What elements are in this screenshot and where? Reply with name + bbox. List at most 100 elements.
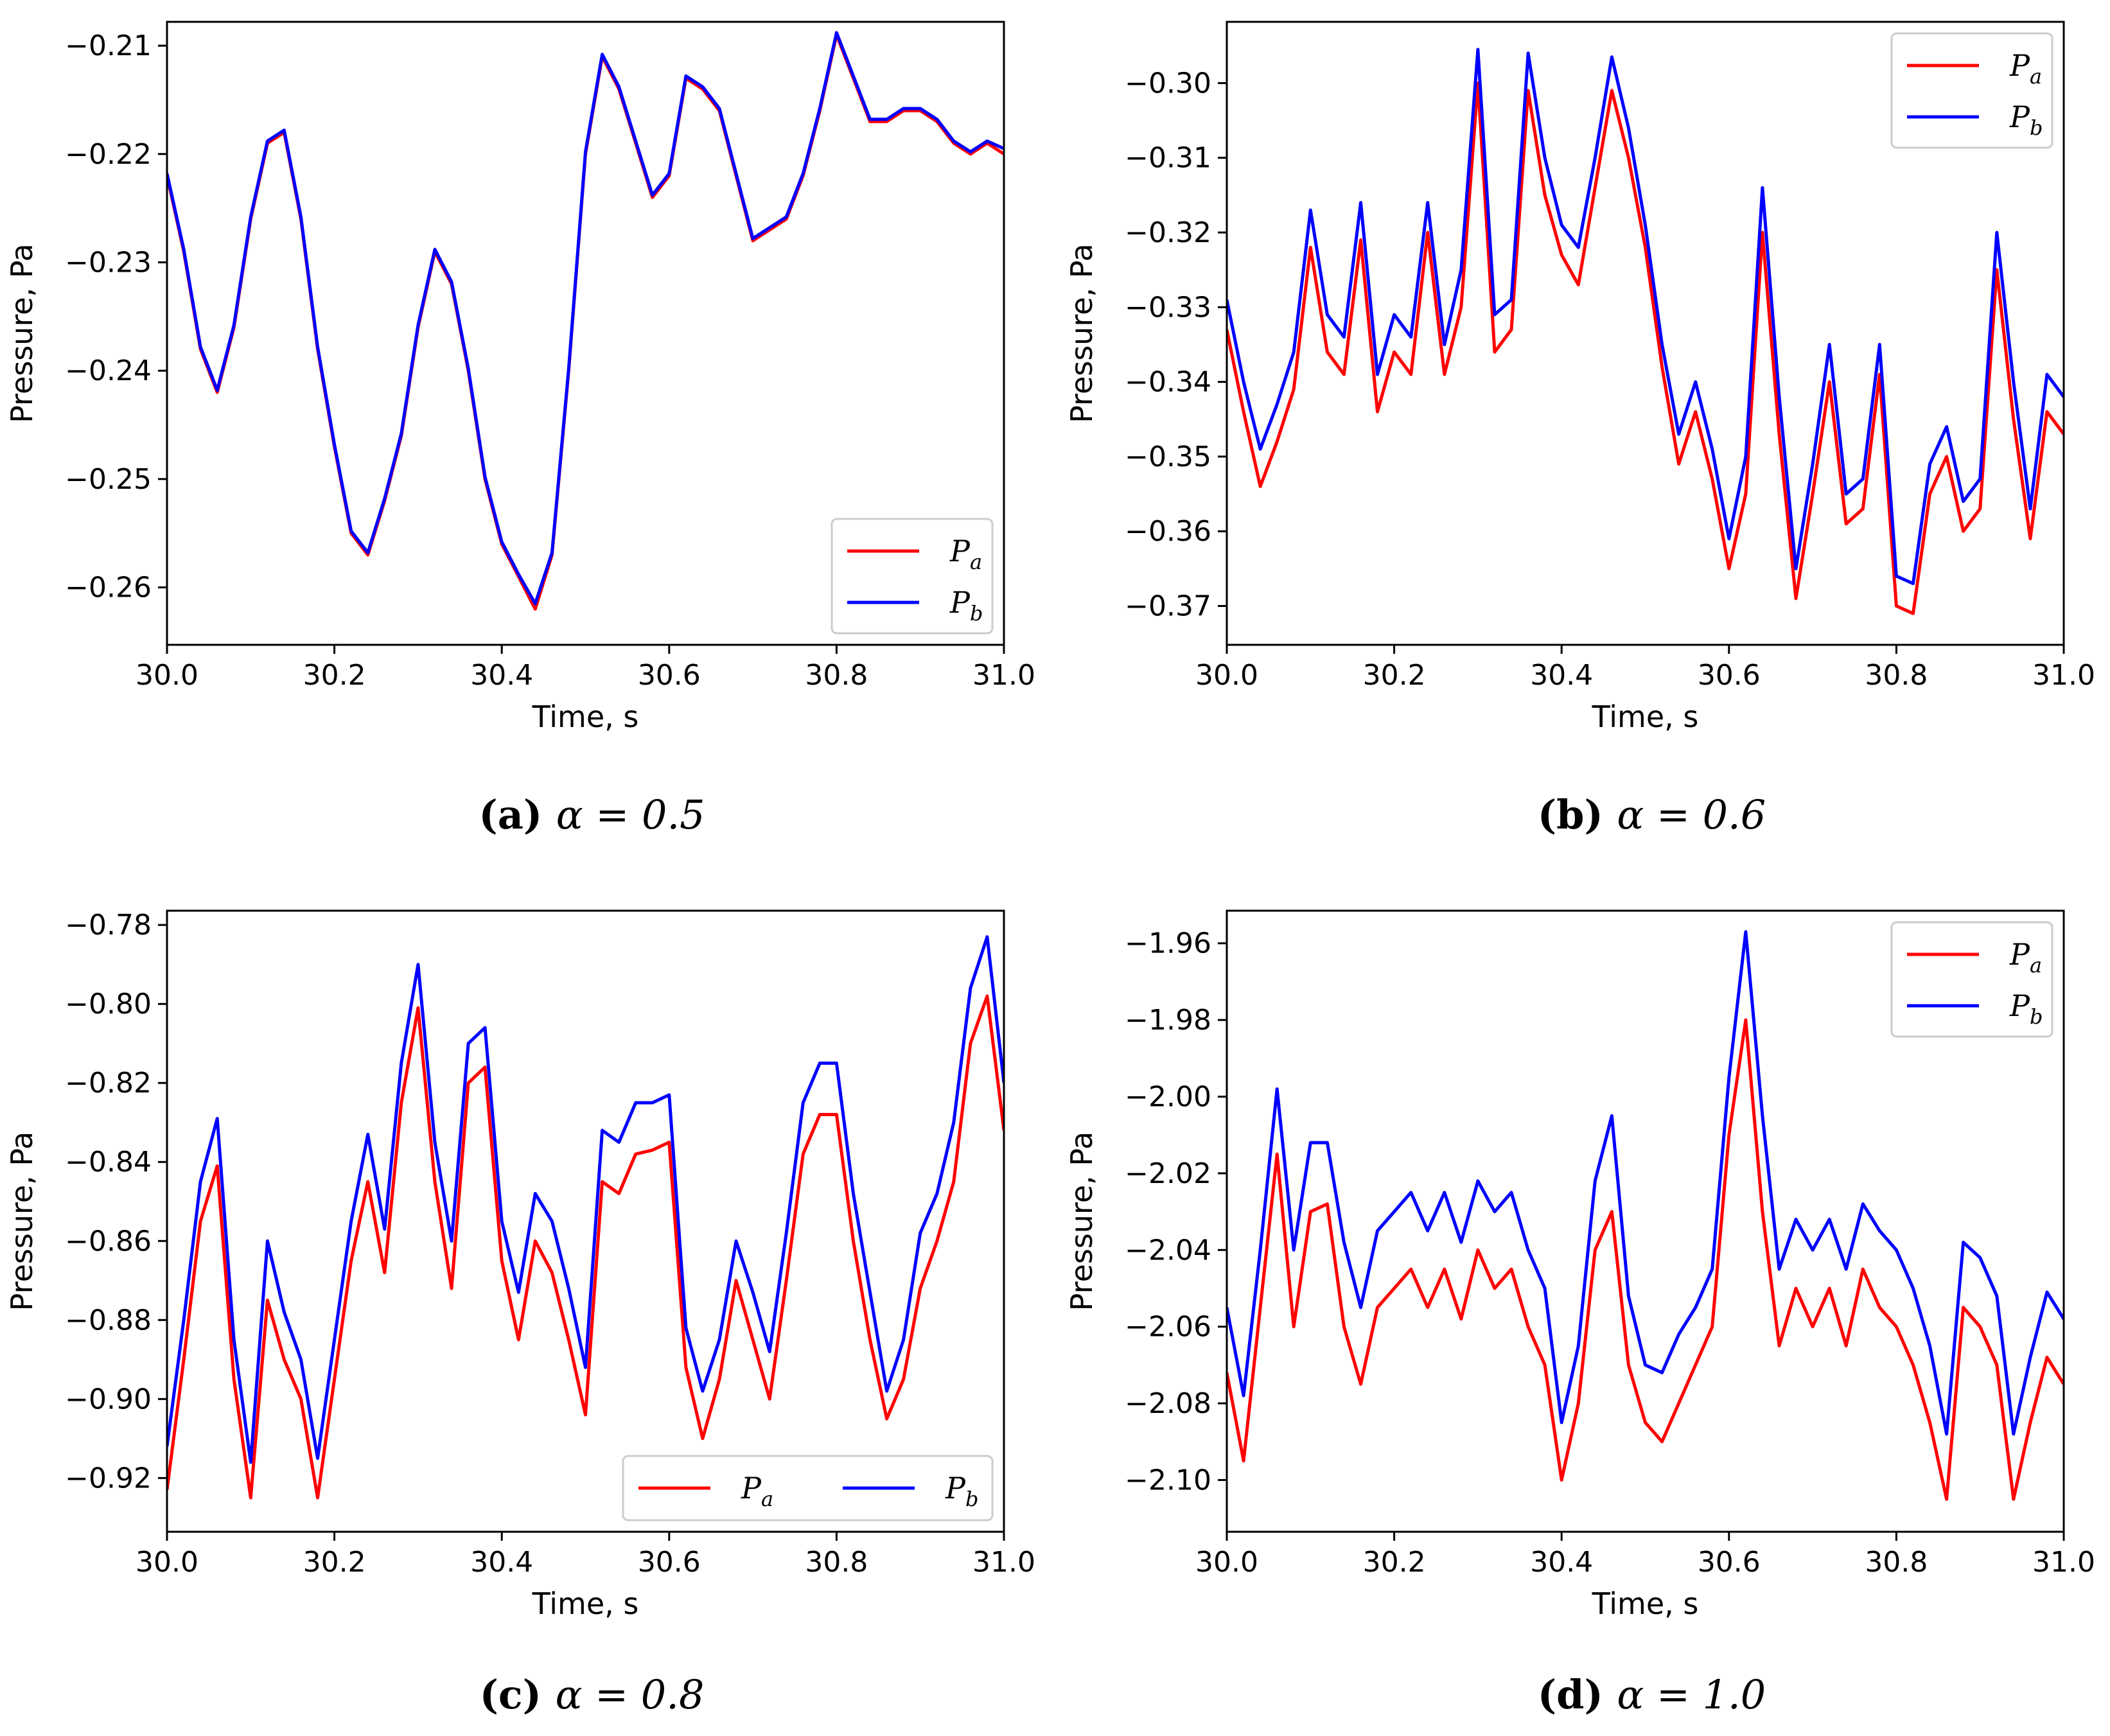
y-tick-label: −2.10 (1125, 1464, 1211, 1496)
x-tick-label: 30.0 (1195, 659, 1258, 692)
y-tick-label: −0.35 (1125, 441, 1211, 473)
y-tick-label: −0.37 (1125, 590, 1211, 623)
x-tick-label: 30.2 (1363, 659, 1426, 692)
y-tick-label: −2.04 (1125, 1234, 1211, 1267)
y-tick-label: −0.90 (65, 1383, 152, 1416)
axes-frame (1226, 909, 2065, 1533)
x-tick-label: 30.0 (136, 1546, 198, 1579)
caption-tag: (c) (480, 1671, 556, 1718)
legend-label-pb: Pb (2009, 988, 2043, 1029)
x-tick-label: 30.8 (805, 1546, 868, 1579)
x-tick-label: 30.4 (470, 1546, 533, 1579)
legend-label-pb: Pb (2009, 100, 2043, 140)
y-tick-label: −2.08 (1125, 1387, 1211, 1420)
legend-subscript: a (970, 550, 982, 574)
y-tick-label: −0.30 (1125, 67, 1211, 100)
x-axis-label: Time, s (532, 699, 639, 734)
y-tick-label: −2.06 (1125, 1311, 1211, 1344)
x-tick-label: 30.2 (303, 1546, 366, 1579)
panel-caption: (a) α = 0.5 (479, 791, 705, 838)
y-axis-label: Pressure, Pa (4, 243, 39, 423)
x-tick-label: 30.2 (303, 659, 366, 692)
y-axis-label: Pressure, Pa (4, 1132, 39, 1311)
series-line-pb (1227, 930, 2064, 1436)
chart-panel-a: 30.0 30.2 30.4 30.6 30.8 31.0 −0.21 −0.22 −0.23 −… (4, 21, 1035, 838)
x-tick-label: 31.0 (2032, 1546, 2095, 1579)
x-tick-label: 30.0 (1195, 1546, 1258, 1579)
x-tick-label: 30.6 (638, 659, 701, 692)
panel-caption: (d) α = 1.0 (1538, 1671, 1766, 1718)
y-tick-label: −0.78 (65, 909, 152, 942)
x-tick-label: 30.8 (1865, 1546, 1928, 1579)
x-tick-label: 30.8 (1865, 659, 1928, 692)
chart-panel-b: 30.0 30.2 30.4 30.6 30.8 31.0 −0.30 −0.31 −0.32 −… (1064, 21, 2095, 838)
caption-tag: (b) (1538, 791, 1617, 838)
axes-frame (166, 909, 1005, 1533)
series-line-pb (167, 935, 1004, 1464)
x-axis-label: Time, s (532, 1586, 639, 1621)
x-tick-label: 31.0 (972, 1546, 1035, 1579)
legend-subscript: a (2030, 64, 2042, 89)
legend-subscript: b (965, 1487, 978, 1511)
chart-panel-c: 30.0 30.2 30.4 30.6 30.8 31.0 −0.78 −0.80 −0.82 −… (4, 909, 1035, 1718)
x-tick-label: 30.6 (638, 1546, 701, 1579)
x-axis-label: Time, s (1592, 1586, 1699, 1621)
x-tick-label: 30.4 (470, 659, 533, 692)
caption-expression: α = 0.8 (556, 1671, 705, 1718)
x-tick-label: 30.2 (1363, 1546, 1426, 1579)
legend-label-pa: Pa (741, 1471, 773, 1511)
series-line-pb (1227, 48, 2064, 586)
y-tick-label: −0.24 (65, 355, 152, 387)
y-axis-label: Pressure, Pa (1064, 243, 1099, 423)
legend-subscript: b (970, 601, 983, 626)
x-axis-label: Time, s (1592, 699, 1699, 734)
series-line-pa (1227, 81, 2064, 615)
series-line-pa (167, 994, 1004, 1500)
y-tick-label: −0.36 (1125, 515, 1211, 548)
y-tick-label: −0.25 (65, 463, 152, 496)
x-tick-label: 30.0 (136, 659, 198, 692)
legend-box (1890, 921, 2053, 1038)
legend-box (622, 1455, 994, 1521)
y-tick-label: −2.00 (1125, 1081, 1211, 1114)
x-tick-label: 30.6 (1698, 659, 1761, 692)
y-tick-label: −0.88 (65, 1304, 152, 1337)
y-tick-label: −0.32 (1125, 216, 1211, 249)
x-tick-label: 31.0 (972, 659, 1035, 692)
panel-caption: (c) α = 0.8 (480, 1671, 705, 1718)
caption-expression: α = 0.6 (1617, 791, 1766, 838)
x-tick-label: 31.0 (2032, 659, 2095, 692)
y-tick-label: −1.96 (1125, 927, 1211, 960)
y-tick-label: −0.80 (65, 988, 152, 1021)
series-line-pb (167, 31, 1004, 606)
x-tick-label: 30.6 (1698, 1546, 1761, 1579)
x-tick-label: 30.8 (805, 659, 868, 692)
y-tick-label: −0.86 (65, 1225, 152, 1258)
y-tick-label: −0.34 (1125, 366, 1211, 399)
y-tick-label: −0.23 (65, 247, 152, 279)
y-tick-label: −0.82 (65, 1067, 152, 1100)
y-tick-label: −0.92 (65, 1462, 152, 1495)
panel-caption: (b) α = 0.6 (1538, 791, 1766, 838)
caption-tag: (d) (1538, 1671, 1617, 1718)
caption-tag: (a) (479, 791, 556, 838)
caption-expression: α = 1.0 (1617, 1671, 1766, 1718)
legend-subscript: a (761, 1487, 773, 1511)
y-tick-label: −0.22 (65, 138, 152, 171)
axes-frame (166, 21, 1005, 646)
legend-subscript: a (2030, 953, 2042, 978)
y-tick-label: −1.98 (1125, 1004, 1211, 1037)
x-tick-label: 30.4 (1530, 659, 1593, 692)
series-line-pa (1227, 1018, 2064, 1501)
y-tick-label: −0.31 (1125, 142, 1211, 175)
y-tick-label: −0.21 (65, 30, 152, 62)
axes-frame (1226, 21, 2065, 646)
legend-subscript: b (2030, 1004, 2043, 1029)
y-tick-label: −0.26 (65, 572, 152, 604)
y-tick-label: −0.84 (65, 1146, 152, 1179)
